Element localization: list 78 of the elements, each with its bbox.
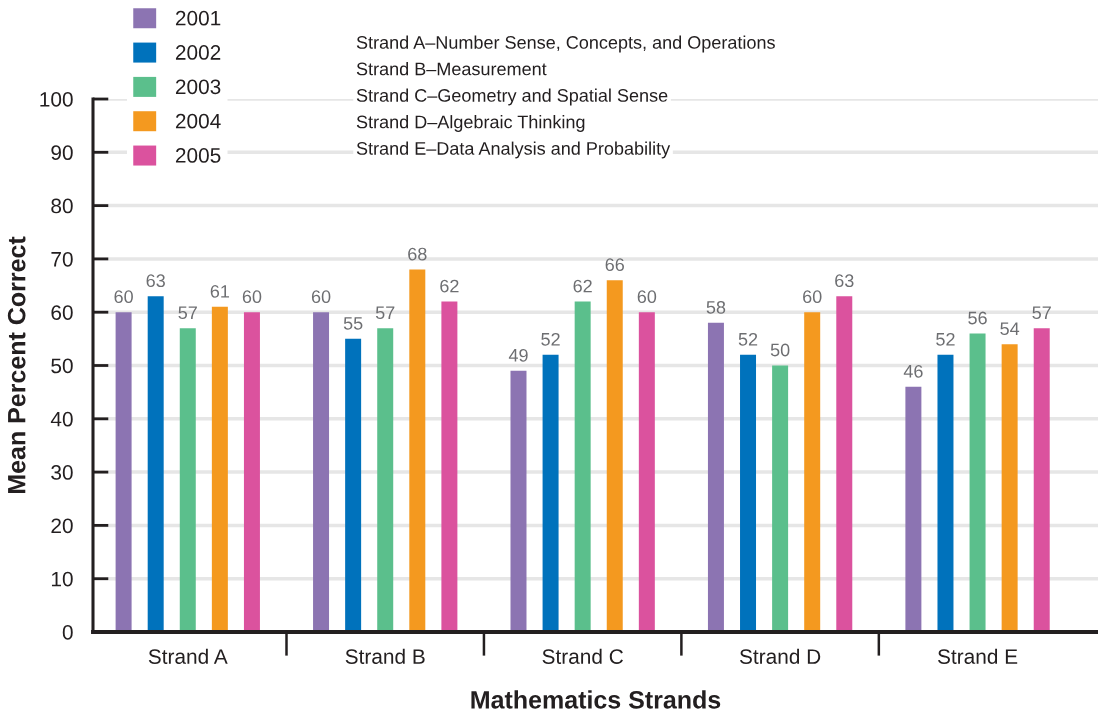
bar <box>606 280 623 632</box>
bar <box>969 333 986 632</box>
bar <box>740 354 757 632</box>
data-label: 63 <box>835 274 854 288</box>
annotation: Strand C–Geometry and Spatial Sense <box>356 88 668 106</box>
bar <box>377 328 394 632</box>
data-label: 62 <box>573 279 592 293</box>
x-tick-label: Strand C <box>542 648 623 664</box>
y-axis-title: Mean Percent Correct <box>7 236 26 494</box>
bar <box>409 269 426 632</box>
y-tick-label: 50 <box>51 358 73 374</box>
y-tick-label: 40 <box>50 411 73 427</box>
x-tick-label: Strand D <box>739 648 821 664</box>
legend-label: 2005 <box>175 148 221 163</box>
data-label: 62 <box>440 279 459 293</box>
data-label: 60 <box>803 290 822 304</box>
data-label: 60 <box>637 290 657 304</box>
y-tick-label: 30 <box>51 465 73 480</box>
legend-label: 2001 <box>175 10 221 26</box>
bar <box>542 354 559 632</box>
data-label: 57 <box>1032 306 1051 320</box>
data-label: 68 <box>408 247 427 261</box>
y-tick-label: 20 <box>51 518 73 534</box>
y-tick-label: 70 <box>51 251 73 267</box>
data-label: 55 <box>343 317 363 330</box>
y-tick-label: 10 <box>51 571 73 587</box>
bar <box>147 296 164 632</box>
bar <box>707 322 724 632</box>
y-tick-label: 100 <box>40 92 73 107</box>
data-label: 60 <box>242 290 262 304</box>
annotation: Strand E–Data Analysis and Probability <box>356 141 671 159</box>
data-label: 52 <box>541 332 560 346</box>
x-axis-title: Mathematics Strands <box>471 690 721 709</box>
y-tick-label: 60 <box>51 305 73 320</box>
bar <box>804 312 821 632</box>
bar <box>115 312 132 632</box>
data-label: 52 <box>738 332 758 346</box>
bar <box>211 306 228 632</box>
legend-label: 2004 <box>175 113 221 129</box>
bar <box>1001 344 1018 632</box>
bar <box>772 365 789 632</box>
data-label: 50 <box>770 343 790 357</box>
data-label: 52 <box>936 332 955 346</box>
data-label: 66 <box>605 258 624 272</box>
data-label: 46 <box>903 364 923 378</box>
x-tick-label: Strand E <box>937 648 1018 664</box>
data-label: 49 <box>508 348 528 362</box>
y-tick-label: 90 <box>51 145 73 161</box>
data-label: 60 <box>311 290 331 304</box>
bar <box>937 354 954 632</box>
annotation: Strand D–Algebraic Thinking <box>356 115 585 132</box>
data-label: 63 <box>146 274 165 288</box>
data-label: 54 <box>1000 322 1020 336</box>
text: Strand B–Measurement <box>356 62 547 76</box>
data-label: 57 <box>375 306 395 320</box>
bar <box>510 370 527 632</box>
legend-label: 2002 <box>175 45 221 60</box>
y-tick-label: 0 <box>62 625 73 640</box>
data-label: 61 <box>210 284 230 298</box>
legend-label: 2003 <box>175 79 221 95</box>
bar <box>179 328 196 632</box>
bar <box>836 296 853 632</box>
bar <box>574 301 591 632</box>
data-label: 58 <box>706 300 726 314</box>
bar <box>243 312 260 632</box>
x-tick-label: Strand B <box>345 648 425 664</box>
bar <box>905 386 922 632</box>
bar <box>1033 328 1050 632</box>
x-tick-label: Strand A <box>148 648 228 664</box>
text: Strand A–Number Sense, Concepts, and Operations <box>356 35 775 53</box>
y-tick-label: 80 <box>51 198 73 214</box>
data-label: 56 <box>968 311 987 325</box>
bar <box>345 338 362 632</box>
bar <box>313 312 330 632</box>
bar <box>441 301 458 632</box>
bar <box>638 312 655 632</box>
data-label: 57 <box>178 306 197 320</box>
data-label: 60 <box>114 290 133 304</box>
